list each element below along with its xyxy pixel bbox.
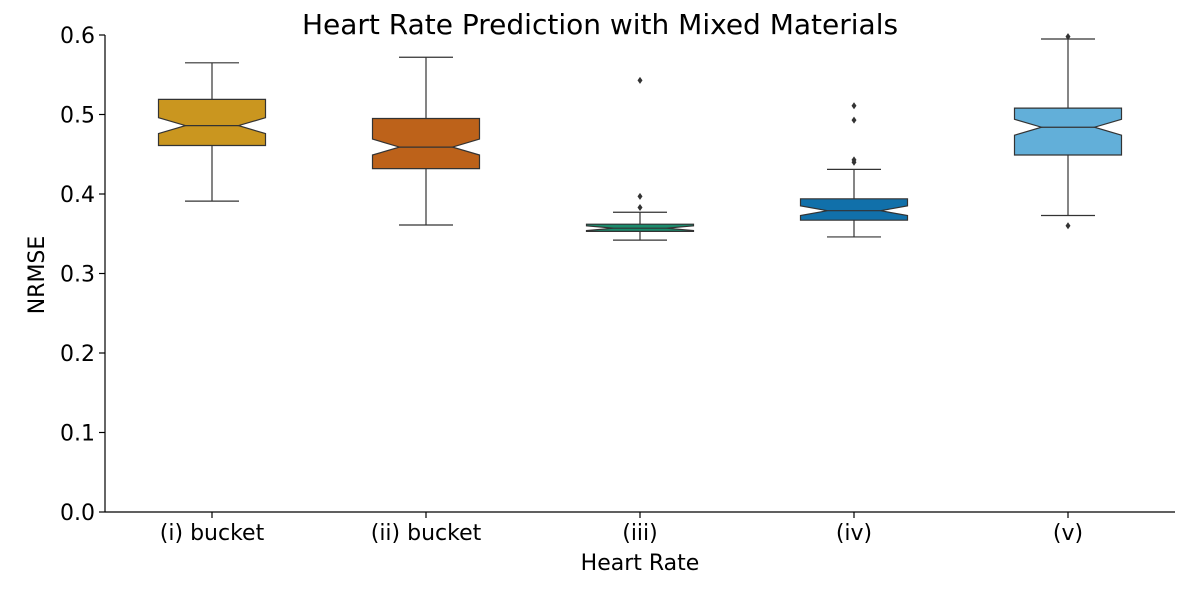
box-body — [371, 117, 481, 170]
y-tick-label: 0.1 — [60, 422, 95, 447]
box-group — [157, 62, 267, 202]
outlier-point — [851, 156, 857, 164]
y-tick-label: 0.0 — [60, 501, 95, 526]
plot-area — [157, 33, 1123, 241]
outlier-point — [637, 192, 643, 200]
outlier-point — [1065, 222, 1071, 230]
x-tick-label: (iv) — [836, 521, 872, 546]
y-tick-label: 0.5 — [60, 104, 95, 129]
box-body — [799, 198, 909, 221]
box-group — [371, 56, 481, 226]
box-group — [1013, 33, 1123, 230]
y-axis-label: NRMSE — [25, 236, 50, 315]
outlier-point — [637, 76, 643, 84]
y-tick-label: 0.4 — [60, 183, 95, 208]
x-tick-label: (iii) — [622, 521, 658, 546]
chart-title: Heart Rate Prediction with Mixed Materia… — [302, 8, 898, 41]
y-tick-label: 0.3 — [60, 263, 95, 288]
x-tick-label: (i) bucket — [160, 521, 265, 546]
box-group — [799, 102, 909, 238]
x-axis-label: Heart Rate — [581, 551, 700, 576]
box-body — [157, 98, 267, 147]
box-group — [585, 76, 695, 241]
y-tick-label: 0.6 — [60, 24, 95, 49]
outlier-point — [851, 102, 857, 110]
x-tick-label: (v) — [1053, 521, 1083, 546]
y-axis-ticks: 0.0 0.1 0.2 0.3 0.4 0.5 0.6 — [60, 24, 105, 526]
box-body — [1013, 107, 1123, 156]
x-tick-label: (ii) bucket — [371, 521, 482, 546]
outlier-point — [851, 116, 857, 124]
y-tick-label: 0.2 — [60, 342, 95, 367]
outlier-point — [1065, 33, 1071, 41]
x-axis-ticks: (i) bucket (ii) bucket (iii) (iv) (v) — [160, 512, 1083, 546]
outlier-point — [637, 204, 643, 212]
